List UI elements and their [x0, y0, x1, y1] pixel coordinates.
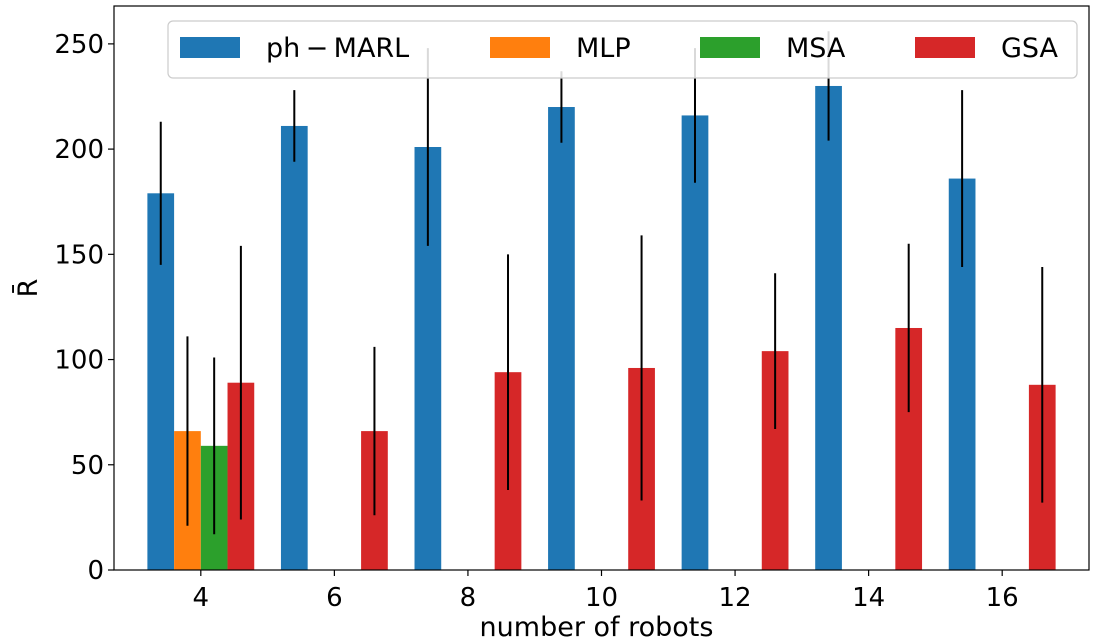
- plot-frame: [113, 5, 1090, 571]
- bar-ph-marl-3: [548, 107, 575, 570]
- legend-label-gsa: GSA: [1001, 33, 1059, 64]
- legend: ph − MARL MLP MSA GSA: [167, 20, 1078, 79]
- y-tick-label-3: 150: [54, 240, 104, 270]
- y-tick-label-4: 200: [54, 135, 104, 165]
- x-tick-label-2: 8: [460, 583, 477, 613]
- y-tick-label-0: 0: [87, 556, 104, 586]
- legend-swatch-msa: [700, 37, 760, 58]
- legend-swatch-ph-marl: [180, 37, 240, 58]
- bars: [147, 85, 1056, 571]
- x-tick-label-1: 6: [326, 583, 343, 613]
- axes: 4 6 8 10 12 14 16 0 50 100 150 200 250 number of robo…: [12, 5, 1090, 637]
- bar-ph-marl-1: [280, 125, 308, 570]
- x-tick-label-5: 14: [852, 583, 885, 613]
- x-tick-label-3: 10: [585, 583, 618, 613]
- legend-label-ph-marl: ph − MARL: [266, 33, 409, 64]
- x-tick-label-4: 12: [719, 583, 752, 613]
- bar-ph-marl-5: [815, 85, 842, 570]
- x-axis-title: number of robots: [480, 612, 714, 637]
- legend-swatch-gsa: [915, 37, 975, 58]
- legend-box: [167, 20, 1078, 79]
- legend-swatch-mlp: [490, 37, 550, 58]
- legend-label-msa: MSA: [786, 33, 846, 64]
- y-tick-label-5: 250: [54, 30, 104, 60]
- legend-label-mlp: MLP: [576, 33, 631, 64]
- y-axis-title: R̄: [12, 279, 44, 298]
- y-tick-label-2: 100: [54, 346, 104, 376]
- bar-ph-marl-4: [681, 115, 709, 571]
- y-tick-label-1: 50: [71, 451, 104, 481]
- x-tick-label-6: 16: [986, 583, 1019, 613]
- x-tick-label-0: 4: [193, 583, 210, 613]
